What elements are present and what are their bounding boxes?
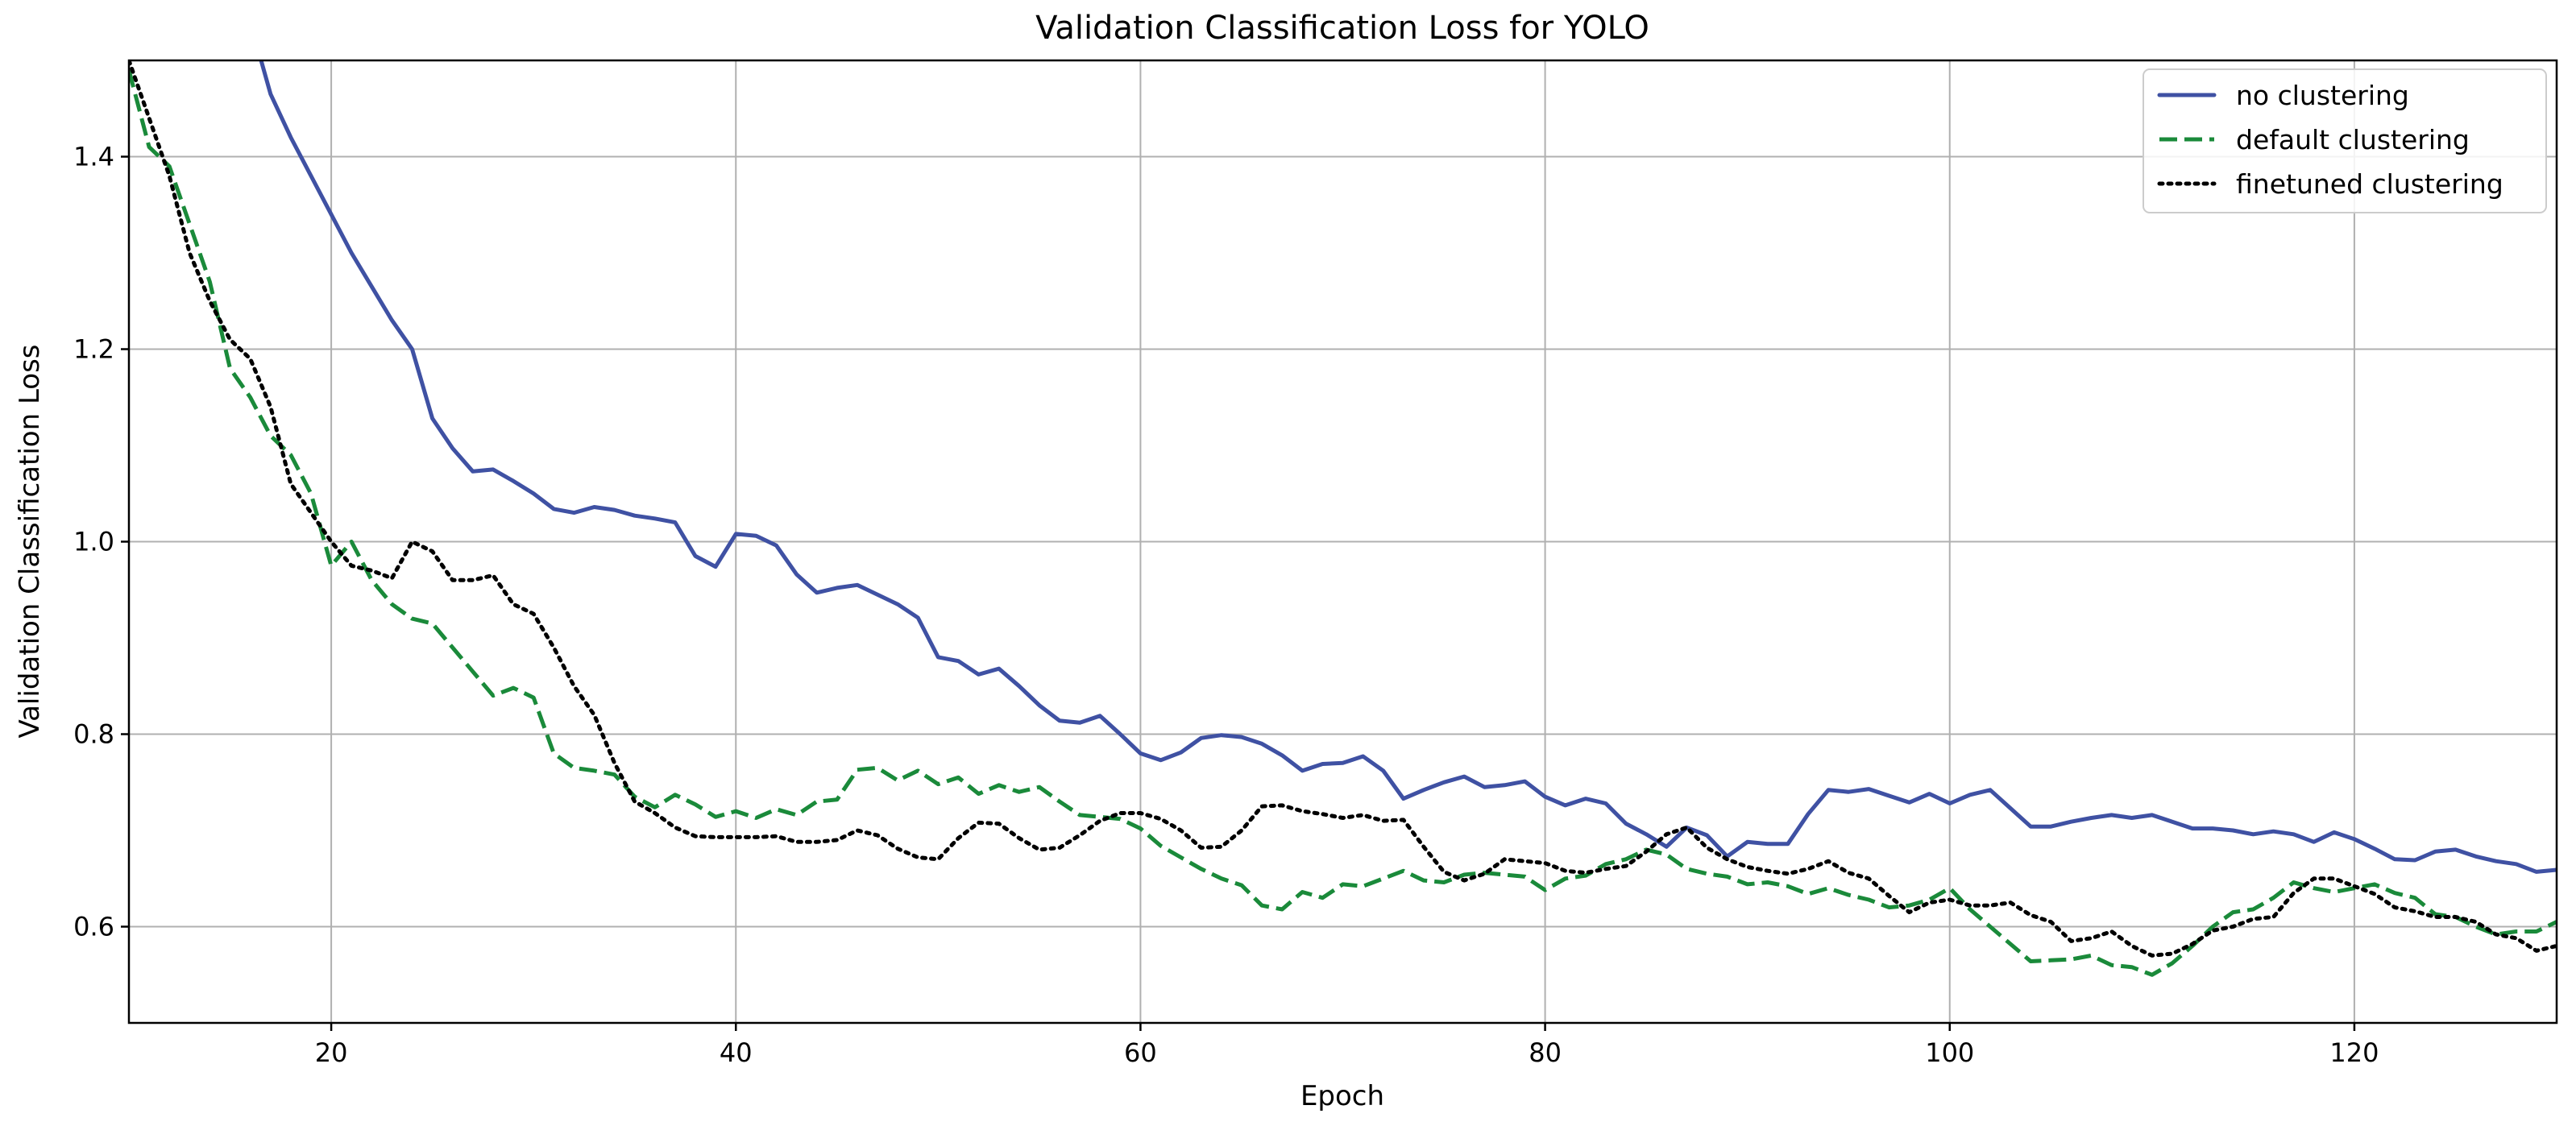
x-tick-label: 100 (1925, 1037, 1974, 1068)
y-tick-label: 1.4 (73, 142, 114, 172)
legend-label-no-clustering: no clustering (2236, 80, 2409, 111)
y-tick-label: 1.0 (73, 527, 114, 557)
legend-box (2143, 68, 2547, 213)
y-axis-label: Validation Classification Loss (14, 344, 46, 738)
y-tick-label: 1.2 (73, 334, 114, 365)
legend: no clustering default clustering finetun… (2143, 68, 2547, 213)
y-tick-label: 0.8 (73, 719, 114, 750)
y-axis-ticks: 0.6 0.8 1.0 1.2 1.4 (73, 142, 129, 942)
x-axis-label: Epoch (1300, 1080, 1384, 1112)
chart-title: Validation Classification Loss for YOLO (1035, 10, 1649, 47)
x-tick-label: 40 (720, 1037, 753, 1068)
x-tick-label: 60 (1124, 1037, 1157, 1068)
legend-label-default-clustering: default clustering (2236, 124, 2470, 155)
gridlines (129, 60, 2557, 1023)
series-line-no-clustering (259, 60, 2557, 874)
series-line-finetuned-clustering (129, 60, 2557, 958)
x-tick-label: 20 (315, 1037, 348, 1068)
y-tick-label: 0.6 (73, 912, 114, 942)
series-line-default-clustering (129, 69, 2557, 977)
legend-label-finetuned-clustering: finetuned clustering (2236, 168, 2503, 200)
x-tick-label: 80 (1529, 1037, 1562, 1068)
series-lines (129, 60, 2557, 977)
x-tick-label: 120 (2329, 1037, 2379, 1068)
x-axis-ticks: 20 40 60 80 100 120 (315, 1023, 2379, 1068)
